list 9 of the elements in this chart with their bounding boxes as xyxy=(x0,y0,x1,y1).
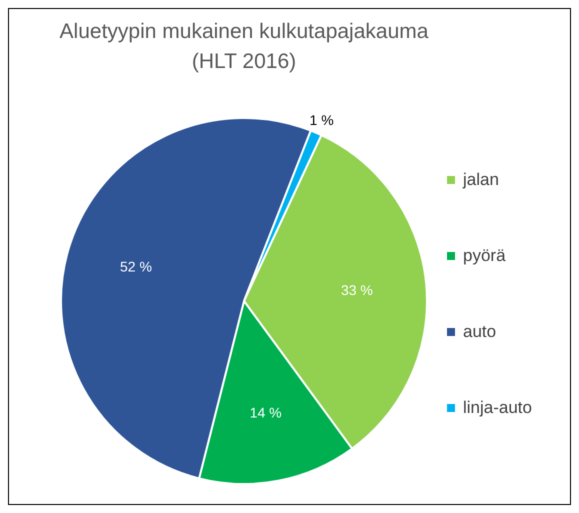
data-label: 52 % xyxy=(120,258,152,274)
chart-title: Aluetyypin mukainen kulkutapajakauma (HLT 2016) xyxy=(58,19,430,75)
data-label: 14 % xyxy=(250,404,282,420)
legend-label: linja-auto xyxy=(463,398,532,418)
legend-label: auto xyxy=(463,322,496,342)
legend-label: pyörä xyxy=(463,246,506,266)
data-label: 33 % xyxy=(340,282,373,298)
legend-label: jalan xyxy=(463,170,499,190)
data-label: 1 % xyxy=(310,112,334,128)
